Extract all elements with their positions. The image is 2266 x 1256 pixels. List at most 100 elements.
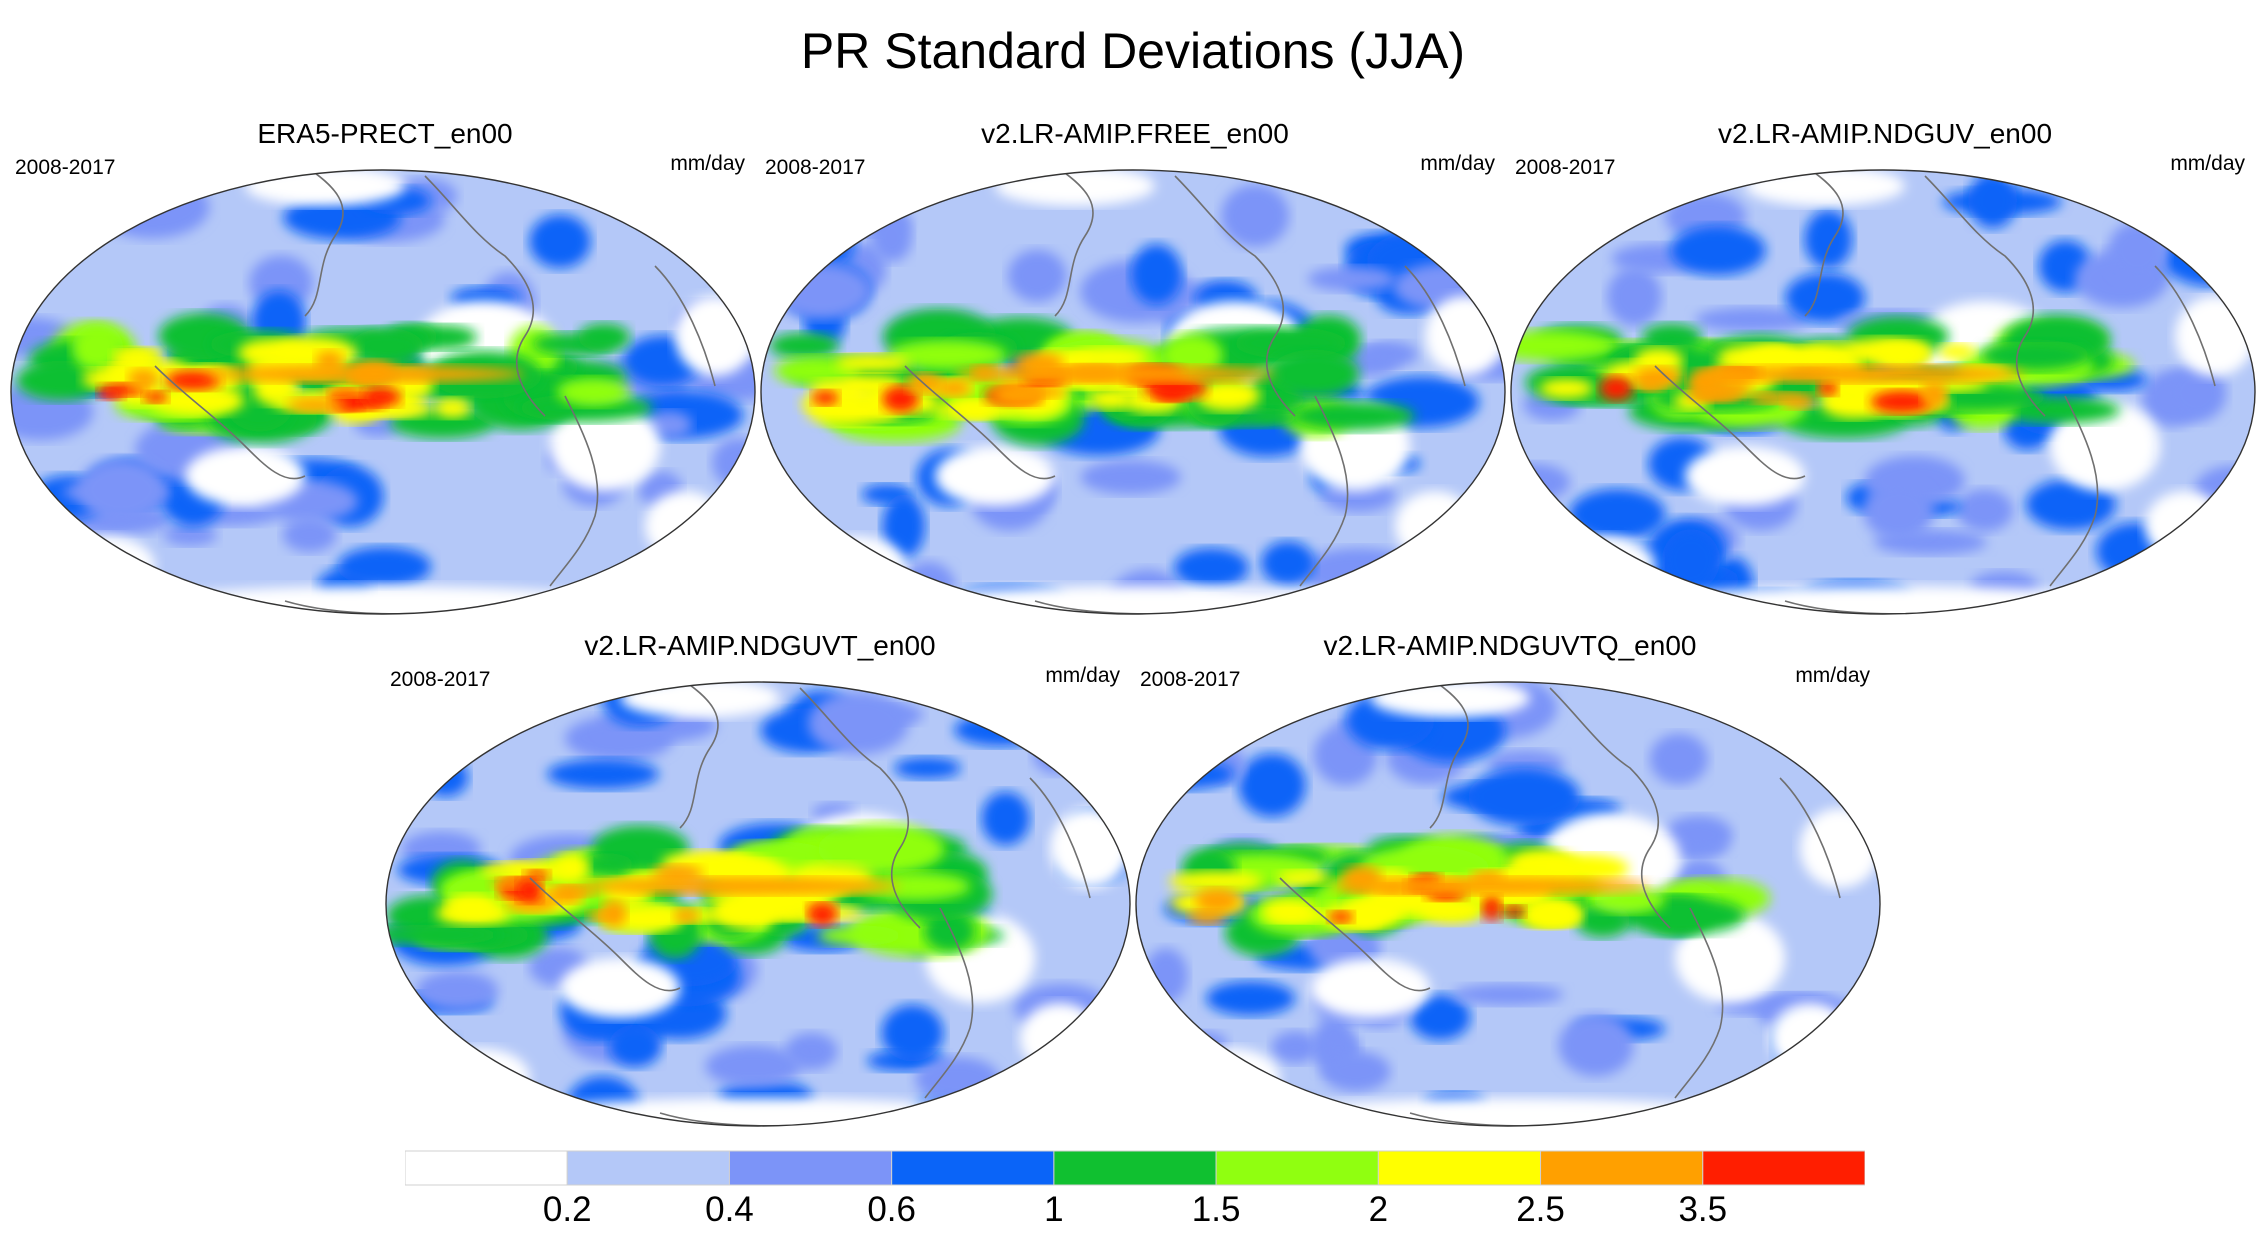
- intense-precip: [1634, 347, 1684, 374]
- precip-field-patch: [1260, 540, 1315, 586]
- panel-title: ERA5-PRECT_en00: [257, 118, 513, 149]
- precip-field-patch: [953, 713, 1049, 747]
- itcz-streak: [1330, 877, 1650, 895]
- coastline: [904, 170, 1466, 614]
- precip-field-patch: [808, 691, 909, 755]
- precip-field-patch: [529, 214, 591, 269]
- map-outline: [1510, 169, 2256, 615]
- tropical-band: [817, 925, 903, 946]
- precip-field-patch: [1032, 734, 1082, 775]
- precip-field-patch: [901, 561, 957, 614]
- tropical-band: [581, 853, 634, 876]
- precip-field-patch: [882, 494, 926, 558]
- precip-field-patch: [883, 586, 935, 608]
- extreme-precip: [1188, 909, 1227, 925]
- coastline: [154, 170, 716, 614]
- dry-region: [1210, 1098, 1810, 1126]
- colorbar-segment: [1702, 1150, 1865, 1186]
- precip-field-patch: [546, 758, 659, 790]
- precip-field-patch: [2161, 227, 2255, 287]
- colorbar-tick-label: 1: [1044, 1190, 1064, 1229]
- tropical-band: [350, 328, 424, 366]
- precip-field-patch: [1452, 983, 1564, 1006]
- map-outline: [760, 169, 1506, 615]
- precip-field-patch: [1360, 170, 1420, 217]
- extreme-precip: [990, 382, 1045, 407]
- map-panel-4: v2.LR-AMIP.NDGUVT_en00 2008-2017 mm/day: [380, 630, 1140, 1150]
- precip-std-map: [760, 169, 1506, 615]
- extreme-precip: [523, 869, 550, 880]
- tropical-band: [556, 377, 630, 407]
- precip-field-patch: [705, 1045, 802, 1088]
- tropical-band: [1980, 339, 2090, 371]
- map-panel-2: v2.LR-AMIP.FREE_en00 2008-2017 mm/day: [755, 118, 1515, 638]
- precip-field-patch: [57, 198, 113, 232]
- tropical-band: [769, 332, 840, 359]
- itcz-streak: [580, 877, 900, 895]
- map-outline: [10, 169, 756, 615]
- dry-region: [1685, 446, 1805, 506]
- precip-field-patch: [1172, 1031, 1228, 1056]
- panel-period: 2008-2017: [1140, 668, 1241, 691]
- intense-precip: [1265, 908, 1331, 924]
- precip-field-patch: [1598, 577, 1647, 602]
- colorbar-tick-label: 0.6: [867, 1190, 916, 1229]
- panel-title: v2.LR-AMIP.FREE_en00: [981, 118, 1289, 149]
- precip-field-patch: [1863, 481, 1935, 541]
- extreme-precip: [287, 397, 347, 413]
- itcz-streak: [955, 365, 1275, 383]
- precip-std-map: [1510, 169, 2256, 615]
- precip-field-patch: [870, 212, 913, 262]
- precip-field-patch: [1956, 488, 2013, 532]
- precip-field-patch: [1137, 708, 1243, 738]
- panel-title: v2.LR-AMIP.NDGUV_en00: [1717, 118, 2053, 149]
- precip-field-patch: [1271, 1031, 1320, 1064]
- extreme-precip: [516, 878, 543, 903]
- extreme-precip: [586, 909, 615, 922]
- precip-field-patch: [1080, 459, 1181, 495]
- precip-field-patch: [337, 546, 432, 587]
- precip-field-patch: [94, 175, 210, 239]
- colorbar-tick-label: 2.5: [1516, 1190, 1565, 1229]
- extreme-precip: [1501, 905, 1526, 918]
- extreme-precip: [1688, 388, 1742, 403]
- precip-field-patch: [2025, 478, 2116, 531]
- tropical-band: [578, 323, 631, 352]
- extreme-precip: [1481, 895, 1502, 922]
- extreme-precip: [1782, 393, 1816, 409]
- precip-field-patch: [608, 1024, 662, 1068]
- precip-field-patch: [282, 517, 337, 553]
- intense-precip: [1542, 854, 1629, 883]
- dry-region: [185, 446, 305, 506]
- intense-precip: [116, 347, 163, 364]
- itcz-streak: [1705, 365, 2025, 383]
- colorbar-segment: [891, 1150, 1055, 1186]
- colorbar-segment: [566, 1150, 730, 1186]
- coastline: [1654, 170, 2216, 614]
- precip-field-patch: [1144, 948, 1188, 1004]
- colorbar-segment: [1053, 1150, 1217, 1186]
- precip-field-patch: [1569, 488, 1666, 541]
- precip-field-patch: [1321, 1051, 1391, 1092]
- precip-field-patch: [1809, 710, 1867, 753]
- precip-field-patch: [1238, 753, 1306, 818]
- panel-period: 2008-2017: [765, 156, 866, 179]
- dry-region: [1395, 491, 1475, 561]
- precip-field-patch: [1046, 698, 1128, 761]
- tropical-band: [817, 823, 945, 875]
- extreme-precip: [1870, 390, 1934, 414]
- precip-field-patch: [422, 757, 469, 797]
- intense-precip: [1322, 902, 1390, 931]
- dry-region: [430, 1048, 530, 1108]
- intense-precip: [933, 400, 1020, 419]
- extreme-precip: [1817, 380, 1839, 396]
- extreme-precip: [1328, 910, 1354, 924]
- itcz-streak: [205, 365, 525, 383]
- intense-precip: [1168, 870, 1264, 893]
- intense-precip: [1276, 870, 1330, 886]
- precip-field-patch: [1670, 225, 1766, 276]
- coastline: [529, 682, 1091, 1126]
- colorbar: [405, 1150, 1865, 1186]
- intense-precip: [1195, 379, 1261, 412]
- panel-units: mm/day: [2170, 152, 2245, 175]
